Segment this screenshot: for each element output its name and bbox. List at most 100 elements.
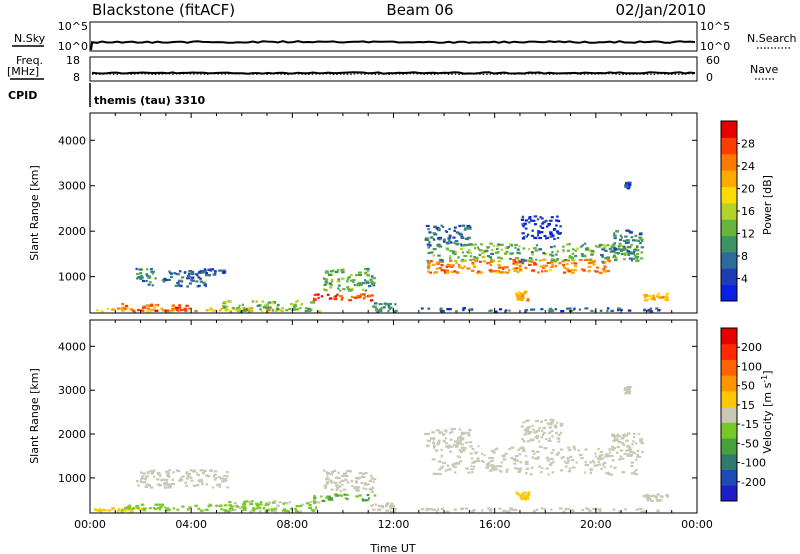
scatter-cell <box>531 424 534 427</box>
scatter-cell <box>587 249 592 252</box>
scatter-cell <box>537 271 540 274</box>
scatter-cell <box>317 296 320 299</box>
scatter-cell <box>602 463 605 466</box>
scatter-cell <box>444 437 448 440</box>
scatter-cell <box>449 450 453 453</box>
scatter-cell <box>365 280 369 283</box>
scatter-cell <box>136 277 139 280</box>
scatter-cell <box>476 457 480 460</box>
scatter-cell <box>613 242 616 245</box>
scatter-cell <box>261 300 265 303</box>
scatter-cell <box>624 252 628 255</box>
scatter-cell <box>463 254 468 258</box>
scatter-cell <box>612 439 616 442</box>
scatter-cell <box>330 498 334 502</box>
scatter-cell <box>564 465 568 468</box>
scatter-cell <box>285 502 289 505</box>
scatter-cell <box>551 435 554 438</box>
scatter-cell <box>183 309 187 312</box>
scatter-cell <box>630 252 633 255</box>
scatter-cell <box>592 263 596 266</box>
scatter-cell <box>469 226 472 229</box>
scatter-cell <box>516 298 520 301</box>
scatter-cell <box>660 495 664 498</box>
scatter-cell <box>432 443 435 446</box>
scatter-cell <box>380 306 383 309</box>
scatter-cell <box>420 508 425 511</box>
scatter-cell <box>521 237 526 240</box>
scatter-cell <box>334 295 338 298</box>
nsky-label: N.Sky <box>14 32 46 45</box>
scatter-cell <box>432 238 436 241</box>
scatter-cell <box>142 507 147 510</box>
scatter-region-15 <box>611 229 644 256</box>
scatter-cell <box>325 270 329 273</box>
scatter-cell <box>316 501 321 504</box>
scatter-cell <box>565 267 570 270</box>
scatter-cell <box>148 281 152 284</box>
scatter-cell <box>590 252 595 255</box>
scatter-cell <box>646 298 649 301</box>
scatter-cell <box>426 259 429 262</box>
scatter-cell <box>523 433 527 436</box>
scatter-cell <box>265 303 270 306</box>
scatter-cell <box>424 433 428 436</box>
scatter-cell <box>480 452 483 455</box>
power-scatter-layer <box>95 181 670 313</box>
scatter-cell <box>241 505 245 508</box>
scatter-cell <box>148 310 152 313</box>
scatter-cell <box>334 476 339 479</box>
scatter-cell <box>552 234 555 237</box>
scatter-cell <box>213 478 217 481</box>
scatter-cell <box>387 304 391 307</box>
scatter-cell <box>123 506 126 509</box>
scatter-cell <box>207 268 211 271</box>
scatter-cell <box>168 483 172 486</box>
scatter-cell <box>259 308 262 311</box>
scatter-cell <box>538 231 542 234</box>
scatter-cell <box>358 282 362 285</box>
scatter-cell <box>619 455 623 458</box>
scatter-cell <box>607 260 611 263</box>
scatter-cell <box>626 386 630 389</box>
scatter-cell <box>636 449 640 452</box>
scatter-cell <box>224 479 228 482</box>
scatter-cell <box>223 474 226 478</box>
scatter-cell <box>350 479 354 482</box>
scatter-cell <box>256 304 261 308</box>
scatter-cell <box>551 251 554 254</box>
scatter-cell <box>616 230 619 233</box>
scatter-cell <box>199 469 202 472</box>
scatter-cell <box>372 277 377 280</box>
scatter-cell <box>536 435 540 438</box>
scatter-cell <box>440 455 443 458</box>
scatter-cell <box>566 307 569 310</box>
scatter-cell <box>624 241 629 245</box>
scatter-cell <box>162 309 166 312</box>
scatter-cell <box>170 275 174 278</box>
scatter-cell <box>139 277 143 281</box>
scatter-cell <box>625 229 630 232</box>
scatter-cell <box>335 494 339 497</box>
scatter-cell <box>439 309 444 313</box>
scatter-cell <box>379 308 383 311</box>
scatter-cell <box>462 431 467 434</box>
scatter-cell <box>474 259 479 262</box>
scatter-cell <box>550 309 554 313</box>
scatter-cell <box>576 247 579 250</box>
scatter-cell <box>613 466 617 469</box>
scatter-cell <box>442 269 447 272</box>
scatter-cell <box>168 271 172 274</box>
scatter-cell <box>187 272 191 275</box>
scatter-cell <box>186 277 190 280</box>
scatter-cell <box>428 439 432 442</box>
scatter-cell <box>171 478 174 481</box>
scatter-cell <box>437 228 441 231</box>
scatter-cell <box>631 450 634 454</box>
scatter-cell <box>480 243 483 246</box>
scatter-cell <box>265 502 268 505</box>
scatter-cell <box>636 239 641 242</box>
scatter-cell <box>159 475 162 478</box>
scatter-cell <box>556 250 559 253</box>
scatter-cell <box>188 282 192 285</box>
